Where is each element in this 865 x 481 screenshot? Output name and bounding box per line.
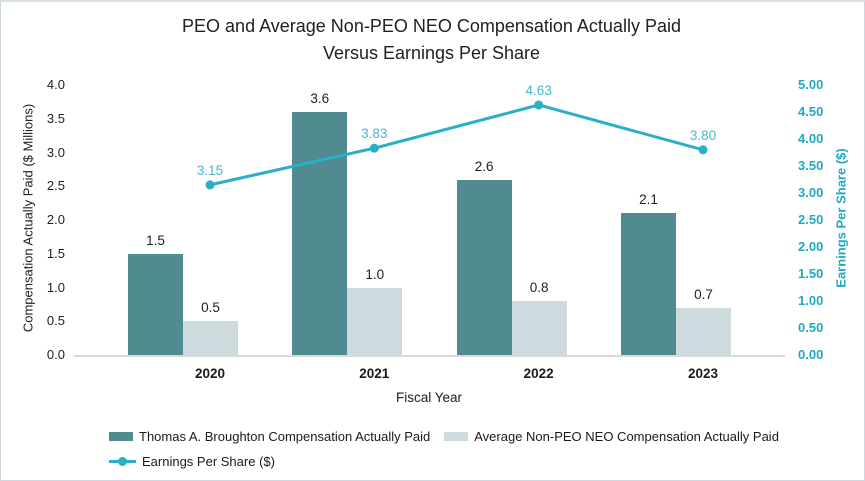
bar [621,213,676,355]
y-axis-left-tick: 3.5 [46,110,65,126]
legend-dot-icon [118,457,127,466]
eps-marker [698,145,708,155]
eps-marker [534,100,544,110]
y-axis-right-tick: 2.00 [798,239,824,254]
legend-swatch-icon [444,432,469,441]
bar [128,253,183,355]
eps-marker [205,180,215,190]
y-axis-left-tick: 2.5 [46,178,65,194]
bar-value-label: 0.7 [694,286,713,302]
x-axis-label: Fiscal Year [395,390,463,405]
chart-title-line2: Versus Earnings Per Share [322,43,541,63]
eps-value-label: 3.15 [196,162,224,178]
eps-value-label: 3.83 [361,126,388,142]
y-axis-right-tick: 4.50 [798,104,824,119]
y-axis-right-tick: 3.50 [798,158,824,173]
y-axis-right-tick: 5.00 [798,77,824,92]
x-tick-label: 2022 [523,366,554,381]
y-axis-left-tick: 1.5 [46,245,65,261]
eps-marker [369,143,379,153]
bar-value-label: 0.8 [529,280,549,295]
y-axis-right-tick: 3.00 [798,185,824,200]
x-tick-label: 2023 [687,366,719,381]
y-axis-right-tick: 4.00 [798,131,824,146]
bar [347,287,403,355]
legend-line-marker-icon [109,457,136,466]
y-axis-right-label: Earnings Per Share ($) [833,148,849,288]
bar-value-label: 2.1 [639,192,658,208]
y-axis-right-tick: 2.50 [798,212,824,227]
legend-swatch-icon [109,432,133,441]
legend-item: Thomas A. Broughton Compensation Actuall… [109,429,430,444]
x-axis-line [74,355,785,357]
y-axis-left-tick: 0.5 [46,313,65,329]
legend-label: Earnings Per Share ($) [142,454,275,469]
eps-value-label: 3.80 [689,127,717,143]
y-axis-right-tick: 0.50 [798,320,824,335]
bar [292,112,348,355]
chart-title-line1: PEO and Average Non-PEO NEO Compensation… [182,16,681,36]
bar-value-label: 0.5 [201,300,220,316]
chart-title: PEO and Average Non-PEO NEO Compensation… [1,13,862,67]
legend-label: Average Non-PEO NEO Compensation Actuall… [474,429,779,444]
legend-item: Average Non-PEO NEO Compensation Actuall… [444,429,779,444]
bar-value-label: 1.5 [146,232,165,248]
legend: Thomas A. Broughton Compensation Actuall… [109,429,793,479]
legend-row: Earnings Per Share ($) [109,454,793,469]
bar-value-label: 1.0 [365,266,385,282]
bar-value-label: 2.6 [474,158,494,174]
y-axis-right-tick: 0.00 [798,347,824,362]
bar-value-label: 3.6 [310,91,330,106]
bar [511,301,567,355]
y-axis-right-tick: 1.50 [798,266,824,281]
legend-label: Thomas A. Broughton Compensation Actuall… [139,429,431,444]
legend-item: Earnings Per Share ($) [109,454,275,469]
y-axis-left-tick: 3.0 [46,144,65,160]
legend-row: Thomas A. Broughton Compensation Actuall… [109,429,793,444]
x-tick-label: 2020 [194,366,226,381]
bar [456,179,512,355]
bar [676,307,731,355]
y-axis-right-tick: 1.00 [798,293,824,308]
x-tick-label: 2021 [359,366,390,381]
y-axis-left-tick: 0.0 [46,347,65,362]
y-axis-left-tick: 4.0 [46,77,65,92]
eps-value-label: 4.63 [525,82,552,98]
y-axis-left-tick: 2.0 [46,212,65,227]
bar [183,321,238,355]
y-axis-left-tick: 1.0 [46,279,65,295]
